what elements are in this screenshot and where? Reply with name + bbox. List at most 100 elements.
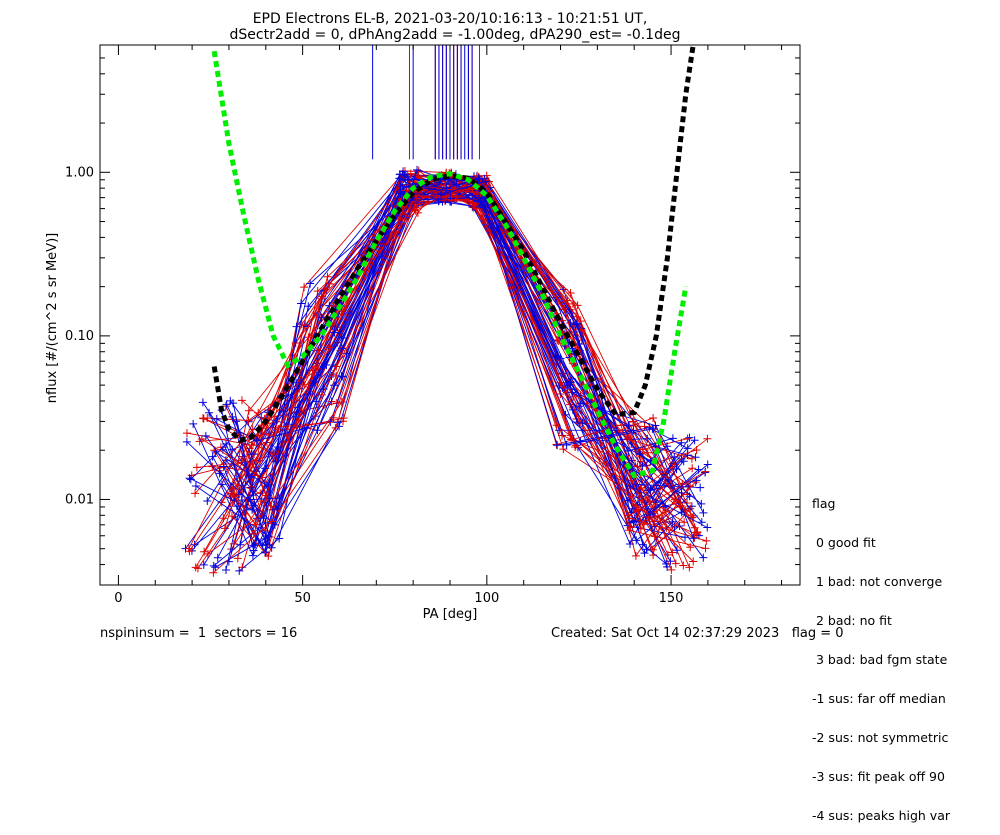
data-point (229, 399, 238, 408)
data-point (292, 378, 301, 387)
data-point (317, 390, 326, 399)
data-point (683, 444, 692, 453)
data-point (249, 529, 258, 538)
sector-trace (229, 179, 678, 551)
data-point (237, 396, 246, 405)
data-point (331, 423, 340, 432)
data-point (650, 517, 659, 526)
data-point (677, 488, 686, 497)
data-point (306, 279, 315, 288)
data-point (694, 465, 703, 474)
data-point (566, 319, 575, 328)
data-point (640, 549, 649, 558)
data-point (325, 279, 334, 288)
y-axis-label: nflux [#/(cm^2 s sr MeV)] (45, 233, 60, 403)
data-point (688, 464, 697, 473)
data-point (668, 548, 677, 557)
data-point (559, 445, 568, 454)
data-point (645, 511, 654, 520)
data-point (229, 490, 238, 499)
data-point (623, 434, 632, 443)
x-tick-label: 0 (114, 591, 122, 606)
pitch-angle-chart: 0 50 100 150 0.01 0.10 1.00 EPD Electrons EL-B… (45, 11, 801, 622)
data-point (445, 175, 454, 184)
data-point (701, 544, 710, 553)
data-point (691, 453, 700, 462)
data-point (270, 520, 279, 529)
data-point (566, 378, 575, 387)
data-point (553, 336, 562, 345)
sector-trace (199, 181, 685, 523)
peak-markers (372, 45, 480, 160)
data-point (247, 441, 256, 450)
data-point (437, 190, 446, 199)
data-point (338, 372, 347, 381)
data-point (671, 559, 680, 568)
data-point (297, 320, 306, 329)
data-point (185, 474, 194, 483)
data-point (248, 551, 257, 560)
data-point (227, 512, 236, 521)
data-point (192, 463, 201, 472)
data-point (261, 540, 270, 549)
data-point (683, 434, 692, 443)
data-point (229, 539, 238, 548)
data-point (702, 536, 711, 545)
sector-trace (225, 190, 690, 568)
data-point (701, 467, 710, 476)
data-point (573, 301, 582, 310)
data-point (300, 283, 309, 292)
data-point (267, 517, 276, 526)
data-point (643, 448, 652, 457)
legend-item: -1 sus: far off median (812, 691, 946, 706)
data-point (631, 551, 640, 560)
data-point (200, 547, 209, 556)
data-point (553, 441, 562, 450)
data-point (413, 208, 422, 217)
legend-item: 3 bad: bad fgm state (812, 652, 948, 667)
data-point (640, 422, 649, 431)
data-point (476, 197, 485, 206)
data-point (208, 462, 217, 471)
chart-title-line1: EPD Electrons EL-B, 2021-03-20/10:16:13 … (253, 11, 648, 27)
data-point (679, 561, 688, 570)
data-point (304, 302, 313, 311)
data-point (297, 299, 306, 308)
y-tick-label: 0.10 (65, 329, 94, 344)
legend-item: 2 bad: no fit (812, 613, 892, 628)
sector-trace (188, 174, 691, 549)
data-point (221, 566, 230, 575)
data-point (182, 437, 191, 446)
data-point (222, 400, 231, 409)
data-point (245, 444, 254, 453)
data-point (699, 508, 708, 517)
data-point (228, 412, 237, 421)
data-point (249, 491, 258, 500)
data-point (199, 414, 208, 423)
data-point (244, 416, 253, 425)
data-point (625, 526, 634, 535)
data-point (624, 421, 633, 430)
x-tick-label: 150 (659, 591, 684, 606)
data-point (649, 413, 658, 422)
data-point (691, 478, 700, 487)
data-point (696, 483, 705, 492)
sector-traces (181, 165, 712, 577)
data-point (703, 460, 712, 469)
sector-trace (241, 193, 690, 538)
data-point (442, 184, 451, 193)
data-point (191, 489, 200, 498)
data-point (326, 343, 335, 352)
data-point (676, 501, 685, 510)
data-point (562, 440, 571, 449)
data-point (201, 431, 210, 440)
data-point (689, 534, 698, 543)
data-point (690, 436, 699, 445)
data-point (703, 523, 712, 532)
data-point (395, 174, 404, 183)
fit-curves (211, 44, 696, 479)
data-point (703, 434, 712, 443)
data-point (690, 523, 699, 532)
data-point (261, 518, 270, 527)
fit-curve-green (211, 50, 689, 479)
